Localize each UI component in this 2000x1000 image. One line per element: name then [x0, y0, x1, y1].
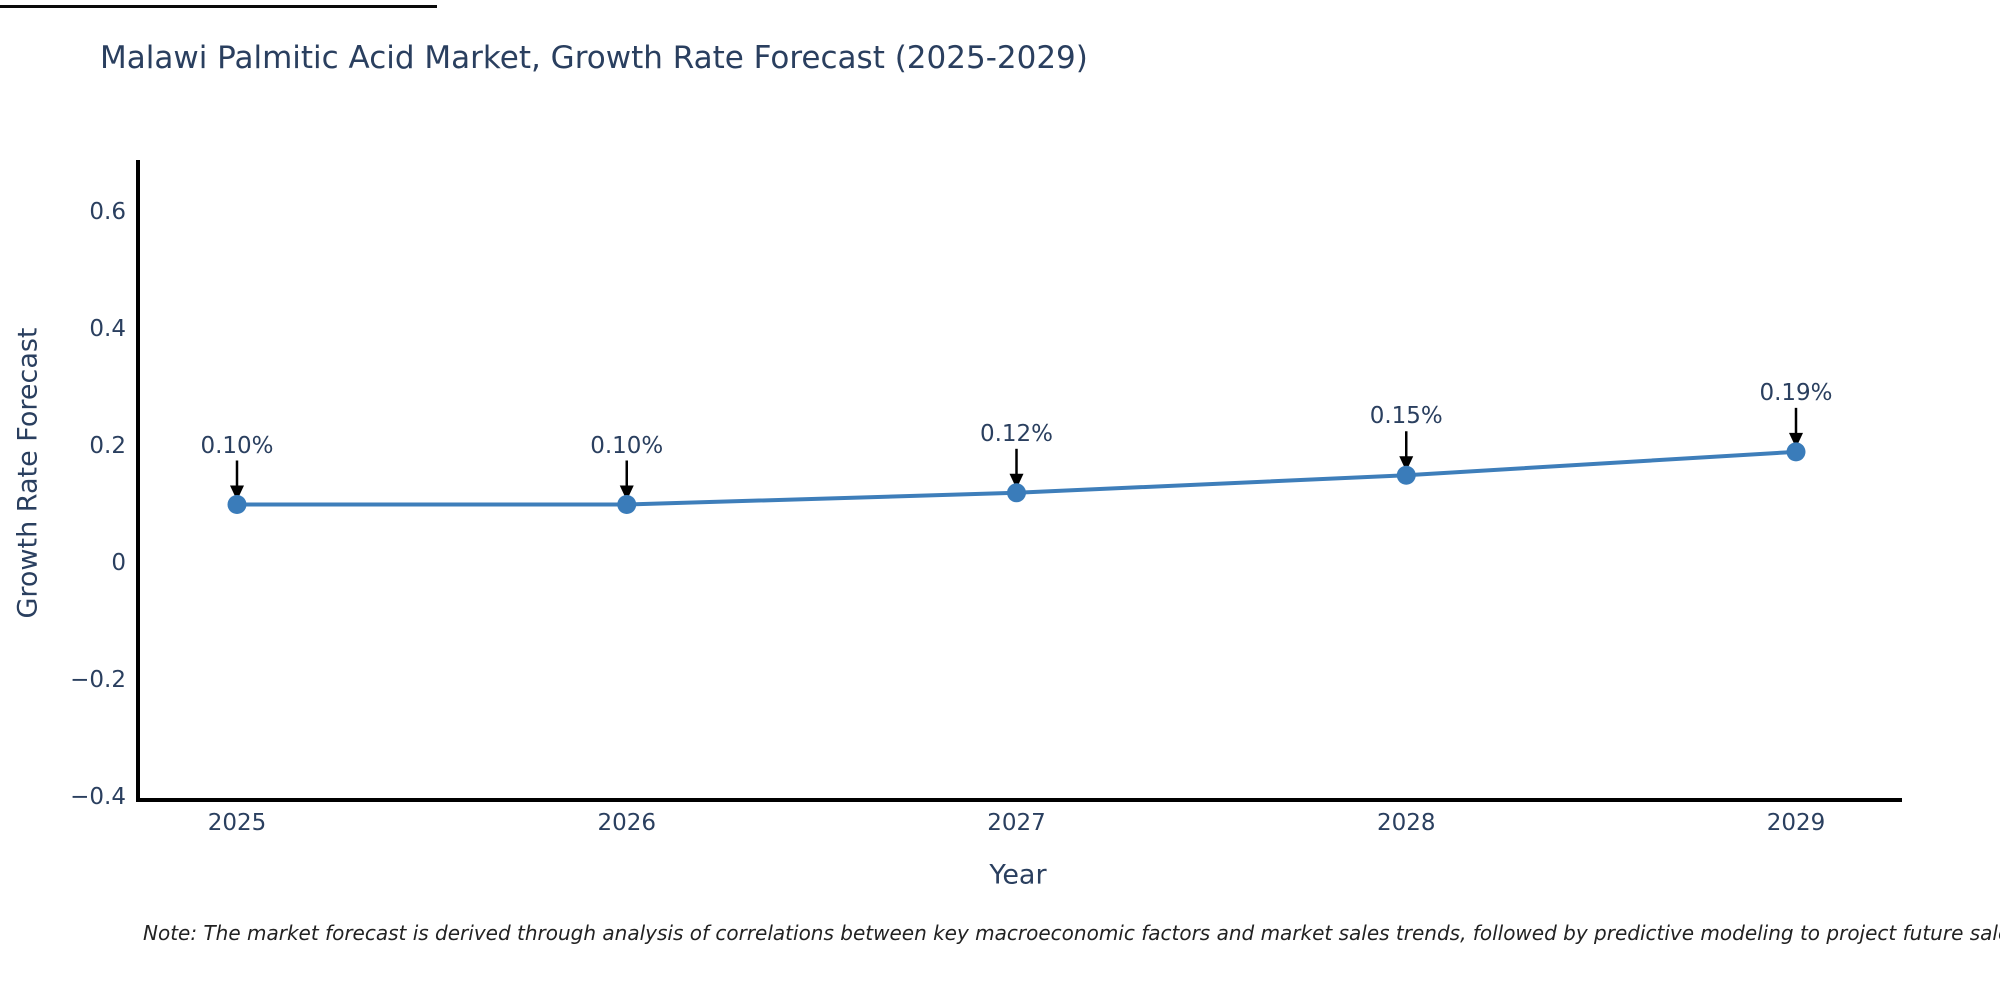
x-tick-label: 2029	[1766, 810, 1826, 836]
y-tick-label: −0.4	[70, 784, 126, 810]
y-tick-label: 0.6	[89, 199, 126, 225]
footnote: Note: The market forecast is derived thr…	[143, 921, 2000, 945]
data-point-marker	[1786, 442, 1806, 462]
data-point-label: 0.19%	[1759, 379, 1833, 406]
data-point-marker	[1396, 465, 1416, 485]
annotation-arrow-head	[230, 485, 244, 501]
annotation-arrow-head	[1789, 432, 1803, 448]
x-tick-label: 2027	[987, 810, 1046, 836]
data-point-marker	[1007, 483, 1026, 503]
x-tick-label: 2026	[597, 810, 657, 836]
data-point-marker	[227, 495, 247, 514]
data-point-marker	[617, 495, 637, 514]
top-edge-artifact-line	[0, 5, 437, 8]
annotation-arrow-head	[1399, 456, 1414, 472]
data-point-label: 0.12%	[979, 420, 1054, 447]
x-tick-label: 2025	[207, 810, 267, 836]
y-axis-spine	[136, 160, 140, 802]
data-point-label: 0.15%	[1369, 403, 1443, 430]
x-axis-label: Year	[989, 859, 1047, 891]
x-axis-spine	[136, 798, 1902, 802]
chart-title: Malawi Palmitic Acid Market, Growth Rate…	[100, 40, 1088, 76]
data-point-label: 0.10%	[200, 432, 274, 459]
y-tick-label: 0	[111, 550, 126, 576]
annotation-arrow-head	[1009, 473, 1024, 489]
y-tick-label: 0.2	[89, 433, 126, 459]
x-tick-label: 2028	[1376, 810, 1436, 836]
annotation-arrow-head	[619, 485, 634, 501]
y-tick-label: 0.4	[89, 316, 126, 342]
y-tick-label: −0.2	[70, 667, 126, 693]
data-point-label: 0.10%	[590, 432, 664, 459]
